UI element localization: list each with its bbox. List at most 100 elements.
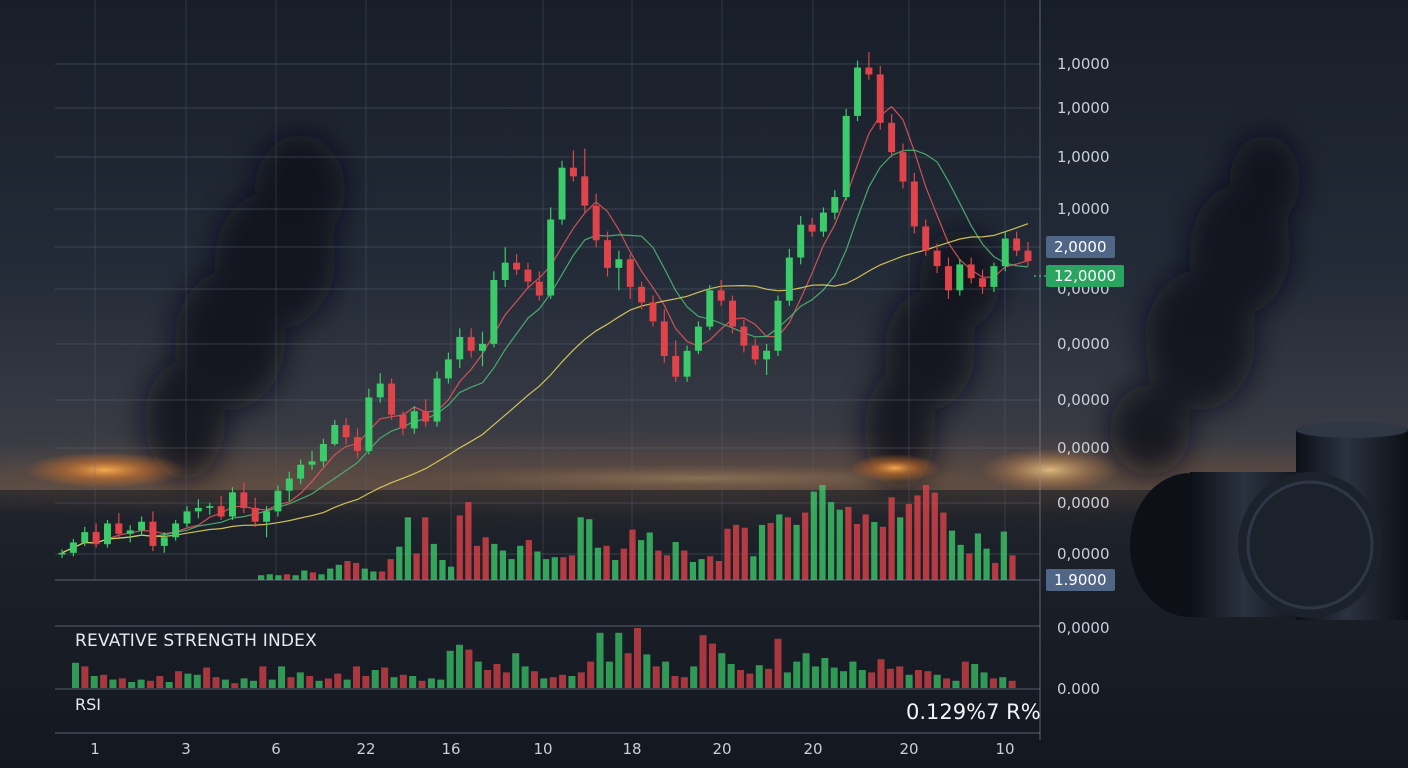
candlestick (638, 281, 646, 310)
rsi-bar (334, 673, 342, 688)
rsi-bar (774, 638, 782, 688)
rsi-bar (399, 674, 407, 688)
candlestick (819, 207, 827, 237)
candle-body (694, 326, 702, 351)
candle-body (501, 262, 509, 280)
rsi-bar (652, 666, 660, 688)
candlestick (751, 338, 759, 365)
candle-body (240, 492, 248, 508)
candle-body (717, 290, 725, 301)
candle-body (558, 167, 566, 220)
volume-bar (741, 527, 748, 580)
volume-bar (853, 523, 861, 580)
candlestick (172, 520, 180, 541)
rsi-bar (680, 677, 688, 688)
candlestick (1024, 241, 1032, 267)
candlestick (251, 497, 259, 527)
rsi-bar (315, 680, 323, 688)
candlestick (354, 428, 361, 458)
price-badge: 1.9000 (1046, 569, 1115, 591)
time-axis-tick-label: 16 (441, 740, 461, 758)
candlestick (103, 520, 111, 548)
volume-bar (560, 557, 567, 580)
volume-bar (275, 575, 282, 580)
candlestick (933, 243, 941, 274)
rsi-bar (540, 678, 548, 688)
candlestick (149, 511, 157, 552)
candle-body (899, 152, 907, 182)
volume-bar (724, 528, 731, 580)
candlestick (615, 250, 623, 291)
volume-bar (802, 512, 809, 580)
candle-body (649, 302, 657, 322)
candle-body (138, 521, 146, 531)
candlestick (513, 254, 521, 275)
candle-body (751, 345, 759, 360)
candle-body (263, 511, 271, 522)
volume-bar (776, 514, 783, 580)
time-axis-tick-label: 22 (356, 740, 376, 758)
candlestick (547, 207, 555, 299)
candlestick (979, 269, 987, 294)
candlestick (206, 502, 214, 515)
volume-bar (318, 574, 325, 580)
volume-bar (283, 574, 291, 580)
candlestick (456, 328, 464, 369)
candle-body (194, 507, 202, 512)
candle-body (58, 552, 66, 555)
volume-bar (353, 562, 360, 580)
volume-bar (819, 485, 826, 580)
volume-bar (689, 561, 697, 580)
candlestick (865, 52, 873, 80)
rsi-bar (249, 680, 257, 688)
candle-body (569, 167, 577, 177)
volume-bar (422, 517, 429, 580)
candlestick (490, 271, 498, 348)
candlestick (115, 513, 123, 538)
moving-average-line (61, 223, 1029, 554)
candle-body (592, 205, 600, 241)
rsi-bar (549, 677, 557, 688)
rsi-bar (933, 674, 941, 688)
volume-bar (525, 540, 532, 580)
volume-bar (404, 517, 412, 580)
candle-body (1001, 238, 1009, 267)
candle-body (365, 397, 373, 451)
candlestick (388, 378, 396, 420)
volume-bar (499, 550, 507, 580)
candlestick (58, 549, 66, 558)
volume-bar (879, 526, 887, 580)
rsi-bar (474, 661, 482, 688)
rsi-bar (390, 677, 398, 688)
candle-body (490, 279, 498, 344)
rsi-bar (718, 653, 726, 688)
candlestick (922, 219, 930, 256)
rsi-bar (502, 672, 510, 688)
axis-lines (55, 0, 1041, 740)
volume-bar (603, 545, 610, 580)
candle-body (149, 521, 157, 546)
volume-bar (594, 547, 602, 580)
candle-body (683, 350, 691, 377)
volume-bar (612, 560, 619, 580)
rsi-bar (924, 671, 932, 688)
candlestick (399, 411, 407, 436)
candle-body (274, 490, 282, 512)
candle-body (479, 343, 486, 351)
rsi-bar (512, 653, 520, 688)
candle-body (422, 411, 430, 422)
candle-body (228, 492, 236, 517)
rsi-bar (783, 672, 791, 688)
rsi-bar (100, 674, 108, 688)
volume-bar (620, 548, 627, 580)
rsi-bar (231, 683, 239, 688)
candle-body (729, 300, 736, 327)
candlestick (706, 285, 714, 331)
volume-bar (836, 509, 843, 580)
candlestick (285, 471, 293, 502)
candlestick (854, 60, 862, 122)
rsi-bar (980, 672, 988, 688)
candle-body (354, 437, 361, 451)
rsi-bar (268, 679, 276, 688)
